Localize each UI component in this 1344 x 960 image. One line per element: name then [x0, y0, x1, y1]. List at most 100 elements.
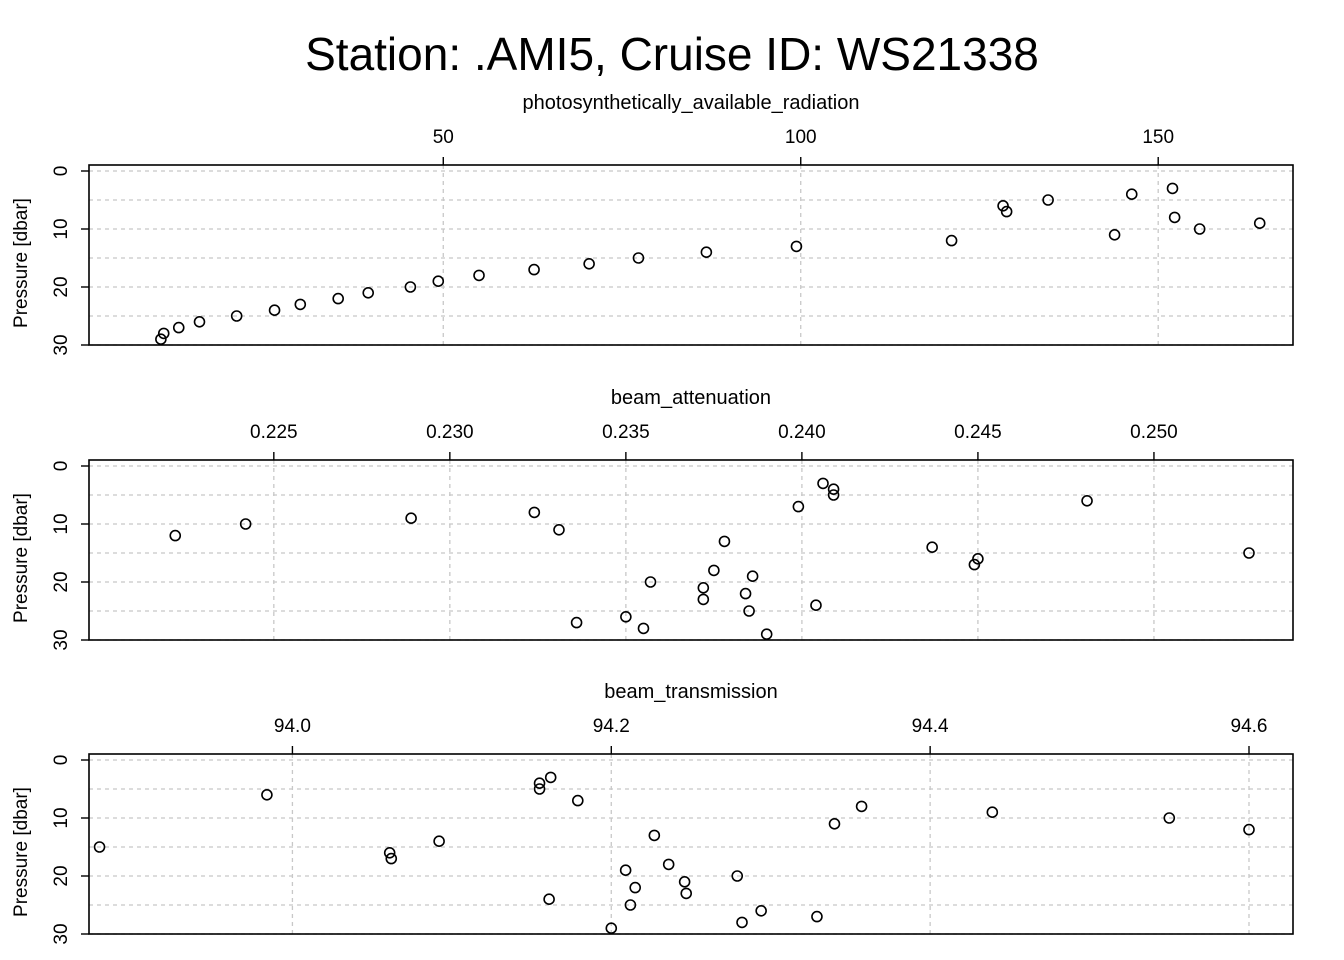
y-tick-label: 20 — [51, 571, 72, 592]
data-point — [827, 483, 840, 496]
data-point — [697, 593, 710, 606]
data-point — [1108, 229, 1121, 241]
data-point — [827, 489, 840, 501]
data-point — [662, 858, 675, 871]
x-tick-label: 50 — [433, 127, 454, 148]
data-point — [544, 771, 557, 784]
data-point — [968, 558, 981, 571]
data-point — [632, 252, 645, 264]
data-point — [1125, 188, 1138, 200]
x-tick-label: 94.6 — [1231, 716, 1268, 737]
data-point — [1243, 823, 1255, 836]
y-tick-label: 0 — [51, 755, 72, 766]
data-point — [697, 581, 710, 594]
data-point — [1193, 223, 1206, 235]
y-axis-label: Pressure [dbar] — [11, 493, 32, 623]
y-axis-label: Pressure [dbar] — [11, 787, 32, 917]
data-point — [169, 529, 182, 542]
data-point — [533, 777, 546, 790]
data-point — [1168, 211, 1181, 224]
data-point — [810, 599, 822, 612]
x-tick-label: 100 — [785, 127, 817, 148]
data-point — [624, 899, 637, 911]
plot-frame — [88, 459, 1294, 641]
data-point — [986, 806, 999, 819]
y-tick-label: 30 — [51, 923, 72, 944]
data-point — [736, 916, 748, 929]
data-point — [972, 552, 984, 565]
panels: photosynthetically_available_radiation 50… — [11, 92, 1294, 945]
data-point — [193, 315, 206, 328]
data-point — [629, 881, 642, 894]
data-point — [1000, 205, 1013, 218]
y-tick-label: 10 — [51, 218, 72, 239]
data-point — [680, 887, 693, 900]
data-point — [239, 518, 252, 530]
plot-frame — [88, 753, 1294, 935]
data-point — [230, 310, 243, 322]
data-point — [528, 506, 541, 519]
y-tick-label: 10 — [51, 513, 72, 534]
data-point — [362, 286, 375, 299]
x-tick-label: 0.240 — [778, 422, 826, 443]
data-point — [261, 788, 273, 801]
panel-1: photosynthetically_available_radiation 50… — [11, 92, 1294, 356]
data-point — [855, 800, 868, 813]
data-point — [926, 541, 938, 554]
y-tick-label: 30 — [51, 334, 72, 355]
data-point — [605, 922, 618, 935]
data-point — [383, 846, 396, 859]
x-tick-label: 94.4 — [912, 716, 949, 737]
data-point — [543, 893, 555, 906]
data-point — [755, 904, 767, 917]
panel-title: beam_attenuation — [611, 387, 771, 409]
data-point — [1042, 194, 1054, 206]
panel-2: beam_attenuation 0.225 0.230 0.235 0.240 0.24… — [11, 387, 1294, 651]
data-point — [1163, 812, 1176, 824]
data-point — [155, 333, 167, 346]
data-point — [945, 234, 958, 247]
y-tick-label: 20 — [51, 865, 72, 886]
chart-title: Station: .AMI5, Cruise ID: WS21338 — [305, 28, 1039, 80]
data-point — [700, 246, 713, 258]
plot-frame — [88, 164, 1294, 346]
data-point — [678, 875, 691, 888]
data-point — [528, 263, 540, 276]
data-point — [1166, 182, 1179, 195]
data-point — [332, 292, 344, 305]
x-tick-label: 150 — [1142, 127, 1174, 148]
data-point — [746, 570, 759, 583]
data-point — [620, 610, 632, 623]
data-point — [708, 564, 720, 577]
data-point — [1253, 217, 1266, 229]
y-tick-label: 10 — [51, 807, 72, 828]
x-tick-label: 94.2 — [593, 716, 630, 737]
x-tick-label: 0.225 — [250, 422, 298, 443]
panel-title: beam_transmission — [604, 681, 777, 703]
data-point — [405, 512, 417, 525]
data-point — [811, 910, 823, 923]
data-point — [644, 576, 657, 588]
data-point — [637, 622, 650, 635]
panel-title: photosynthetically_available_radiation — [523, 92, 860, 114]
y-tick-label: 0 — [51, 166, 72, 177]
data-point — [739, 587, 752, 600]
data-point — [718, 535, 731, 548]
data-point — [172, 321, 185, 334]
data-point — [583, 257, 595, 270]
data-point — [570, 616, 583, 629]
y-axis-label: Pressure [dbar] — [11, 198, 32, 328]
data-point — [93, 841, 106, 853]
y-tick-label: 0 — [51, 461, 72, 472]
data-point — [619, 864, 632, 877]
panel-3: beam_transmission 94.0 94.2 94.4 94.6 0 10 20 30… — [11, 681, 1294, 945]
data-point — [385, 852, 398, 865]
data-point — [553, 523, 565, 536]
data-point — [404, 281, 417, 293]
data-point — [828, 817, 841, 830]
data-point — [743, 605, 755, 617]
y-tick-label: 30 — [51, 629, 72, 650]
data-point — [572, 794, 584, 807]
data-point — [433, 835, 445, 848]
